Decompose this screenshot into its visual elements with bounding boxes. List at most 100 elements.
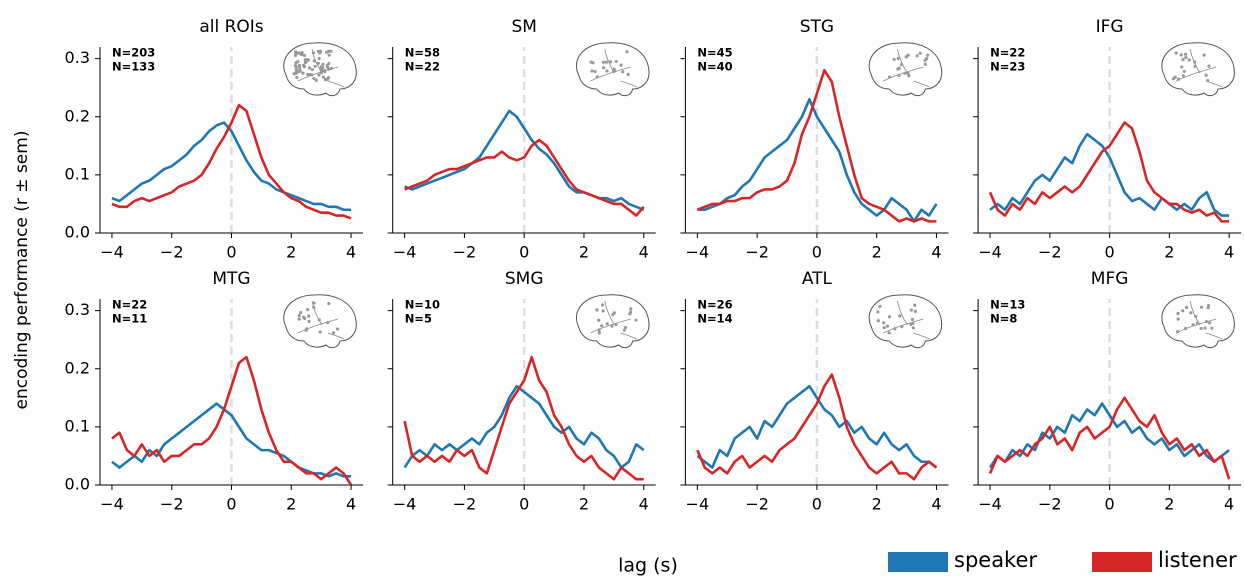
electrode-dot (1180, 65, 1184, 69)
legend-swatch (1092, 552, 1152, 572)
electrode-dot (1179, 53, 1183, 57)
x-tick-label: 4 (639, 243, 649, 262)
electrode-dot (331, 331, 336, 335)
y-axis-label: encoding performance (r ± sem) (12, 131, 32, 410)
x-tick-label: −4 (100, 495, 124, 514)
electrode-dot (595, 75, 599, 79)
electrode-dot (622, 328, 626, 332)
n-annotation: N=133 (112, 60, 155, 74)
x-tick-label: 2 (286, 243, 296, 262)
electrode-dot (329, 66, 334, 71)
brain-sulci (297, 300, 345, 340)
electrode-dot (621, 70, 625, 74)
electrode-dot (1192, 60, 1197, 64)
x-tick-label: −2 (453, 243, 477, 262)
electrode-dot (1176, 330, 1180, 334)
panel-title: ATL (802, 269, 833, 289)
electrode-dot (597, 318, 601, 322)
electrode-dot (295, 75, 299, 80)
electrode-dot (612, 67, 616, 71)
electrode-dot (925, 53, 930, 57)
electrode-dot (317, 56, 321, 61)
brain-outline (576, 42, 650, 97)
x-tick-label: 4 (346, 243, 356, 262)
electrode-dot (321, 62, 325, 66)
electrode-dot (909, 308, 914, 312)
x-tick-label: 4 (931, 243, 941, 262)
electrode-dot (1194, 314, 1198, 319)
electrode-dot (924, 57, 929, 61)
electrode-dot (612, 311, 616, 315)
electrode-dot (614, 322, 618, 327)
brain-outline (868, 42, 943, 97)
brain-outline (1161, 294, 1235, 349)
n-annotation: N=40 (697, 60, 732, 74)
electrode-dot (602, 66, 606, 70)
electrode-dot (911, 326, 915, 330)
n-annotation: N=10 (405, 298, 440, 312)
electrode-dot (297, 313, 301, 318)
electrode-dot (1195, 321, 1199, 325)
electrode-dot (882, 321, 886, 325)
panel-title: STG (800, 17, 834, 37)
electrode-dot (900, 325, 904, 329)
electrode-dot (909, 322, 913, 326)
electrode-dot (608, 60, 613, 64)
brain-icon (576, 42, 650, 97)
y-tick-label: 0.2 (65, 358, 90, 377)
electrode-dot (593, 69, 597, 74)
brain-outline (1161, 42, 1235, 97)
electrode-dot (899, 63, 904, 67)
brain-icon (576, 294, 650, 349)
electrode-dot (335, 327, 340, 331)
electrode-dot (308, 72, 312, 77)
electrode-dot (1199, 305, 1204, 309)
electrode-dot (896, 56, 900, 61)
x-tick-label: −4 (393, 495, 417, 514)
brain-icon (868, 42, 943, 97)
panel-title: MTG (212, 269, 250, 289)
electrode-dot (876, 310, 880, 314)
electrode-dot (307, 66, 312, 70)
electrode-dot (294, 67, 298, 72)
x-tick-label: 0 (812, 243, 822, 262)
electrode-dot (299, 52, 304, 57)
x-tick-label: 0 (519, 243, 529, 262)
electrode-dot (601, 303, 605, 307)
panel-title: all ROIs (199, 17, 263, 37)
electrode-dot (913, 309, 917, 313)
electrode-dot (297, 66, 302, 70)
electrode-dot (321, 65, 325, 70)
n-annotation: N=23 (990, 60, 1025, 74)
electrode-dot (605, 69, 609, 73)
x-tick-label: 2 (286, 495, 296, 514)
y-tick-label: 0.1 (65, 416, 90, 435)
electrode-dot (307, 319, 311, 324)
series-line (111, 355, 353, 486)
x-tick-label: −2 (160, 495, 184, 514)
n-annotation: N=203 (112, 46, 155, 60)
electrode-dot (913, 303, 917, 307)
n-annotation: N=22 (990, 46, 1025, 60)
electrode-dot (923, 62, 928, 66)
brain-icon (1161, 294, 1235, 349)
electrode-dot (878, 304, 882, 308)
electrode-dot (597, 328, 601, 332)
x-tick-label: −4 (686, 495, 710, 514)
x-tick-label: −2 (1038, 243, 1062, 262)
x-tick-label: 2 (579, 243, 589, 262)
electrode-dot (322, 68, 327, 73)
electrode-dot (910, 317, 914, 322)
electrode-dot (898, 314, 902, 318)
series-line (696, 68, 937, 223)
electrode-dot (906, 53, 910, 57)
electrode-dot (906, 71, 910, 75)
x-axis-label: lag (s) (618, 555, 678, 577)
x-tick-label: 2 (579, 495, 589, 514)
panel-title: MFG (1091, 269, 1129, 289)
electrode-dot (316, 61, 320, 65)
electrode-dot (1208, 321, 1212, 325)
electrode-dot (305, 58, 309, 62)
x-tick-label: 0 (812, 495, 822, 514)
electrode-dot (625, 50, 629, 54)
